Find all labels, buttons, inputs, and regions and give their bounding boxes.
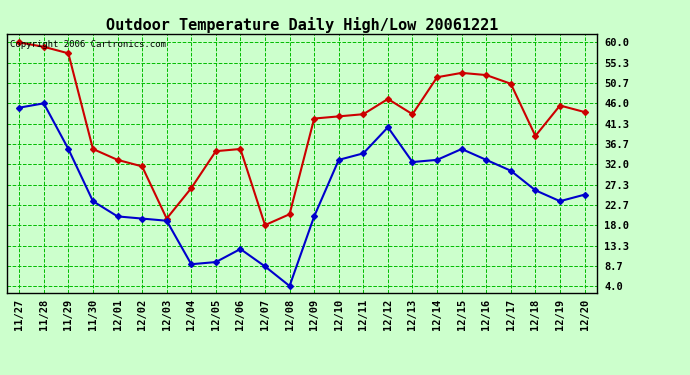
Text: Copyright 2006 Cartronics.com: Copyright 2006 Cartronics.com — [10, 40, 166, 49]
Title: Outdoor Temperature Daily High/Low 20061221: Outdoor Temperature Daily High/Low 20061… — [106, 16, 498, 33]
